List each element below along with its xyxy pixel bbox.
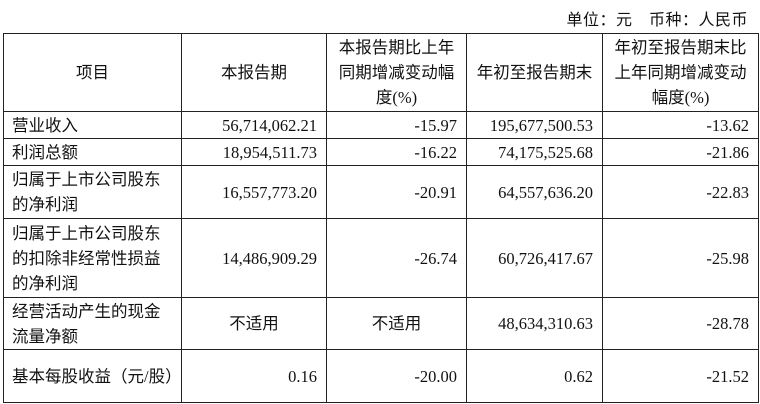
row-ytd-change: -25.98 (602, 218, 759, 298)
financial-data-table: 项目 本报告期 本报告期比上年同期增减变动幅度(%) 年初至报告期末 年初至报告… (3, 33, 759, 403)
table-row: 归属于上市公司股东的扣除非经常性损益的净利润 14,486,909.29 -26… (3, 218, 759, 298)
row-ytd: 195,677,500.53 (466, 111, 603, 139)
row-ytd: 60,726,417.67 (466, 218, 603, 298)
row-current-change: -16.22 (326, 138, 467, 166)
unit-currency-label: 单位：元 币种：人民币 (566, 12, 748, 29)
row-ytd: 74,175,525.68 (466, 138, 603, 166)
row-item: 利润总额 (3, 138, 182, 166)
row-item: 归属于上市公司股东的扣除非经常性损益的净利润 (3, 218, 182, 298)
row-item: 经营活动产生的现金流量净额 (3, 297, 182, 350)
row-item: 营业收入 (3, 111, 182, 139)
table-row: 归属于上市公司股东的净利润 16,557,773.20 -20.91 64,55… (3, 165, 759, 219)
row-current: 0.16 (181, 349, 327, 403)
row-ytd-change: -28.78 (602, 297, 759, 350)
row-current-change: -15.97 (326, 111, 467, 139)
row-ytd-change: -13.62 (602, 111, 759, 139)
table-row: 基本每股收益（元/股） 0.16 -20.00 0.62 -21.52 (3, 349, 759, 403)
row-ytd-change: -21.86 (602, 138, 759, 166)
table-header-row: 项目 本报告期 本报告期比上年同期增减变动幅度(%) 年初至报告期末 年初至报告… (3, 33, 759, 112)
header-current-change: 本报告期比上年同期增减变动幅度(%) (326, 33, 467, 112)
row-item: 基本每股收益（元/股） (3, 349, 182, 403)
header-item: 项目 (3, 33, 182, 112)
row-current: 16,557,773.20 (181, 165, 327, 219)
row-current-change: -26.74 (326, 218, 467, 298)
row-ytd-change: -21.52 (602, 349, 759, 403)
row-ytd: 0.62 (466, 349, 603, 403)
row-current-change: -20.91 (326, 165, 467, 219)
row-ytd-change: -22.83 (602, 165, 759, 219)
row-current: 14,486,909.29 (181, 218, 327, 298)
row-ytd: 48,634,310.63 (466, 297, 603, 350)
row-current: 56,714,062.21 (181, 111, 327, 139)
table-row: 营业收入 56,714,062.21 -15.97 195,677,500.53… (3, 111, 759, 139)
row-item: 归属于上市公司股东的净利润 (3, 165, 182, 219)
row-current: 不适用 (181, 297, 327, 350)
row-current-change: 不适用 (326, 297, 467, 350)
header-current-period: 本报告期 (181, 33, 327, 112)
table-row: 经营活动产生的现金流量净额 不适用 不适用 48,634,310.63 -28.… (3, 297, 759, 350)
row-ytd: 64,557,636.20 (466, 165, 603, 219)
header-ytd-change: 年初至报告期末比上年同期增减变动幅度(%) (602, 33, 759, 112)
table-row: 利润总额 18,954,511.73 -16.22 74,175,525.68 … (3, 138, 759, 166)
row-current-change: -20.00 (326, 349, 467, 403)
row-current: 18,954,511.73 (181, 138, 327, 166)
header-ytd: 年初至报告期末 (466, 33, 603, 112)
